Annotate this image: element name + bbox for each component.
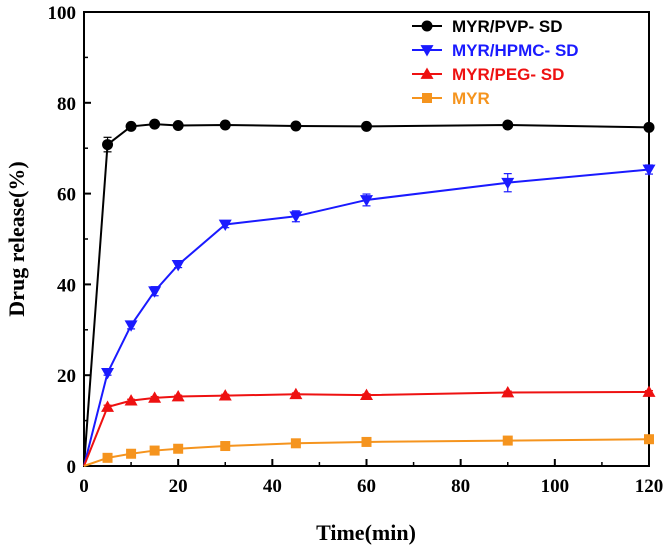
legend-marker xyxy=(420,45,434,57)
data-point xyxy=(172,120,184,131)
legend-marker xyxy=(421,20,433,32)
data-point xyxy=(125,120,137,132)
legend: MYR/PVP- SD MYR/HPMC- SD MYR/PEG- SD MYR xyxy=(412,17,579,108)
data-point xyxy=(290,438,301,449)
axis-ticks: 0 20 40 60 80 100 120 0 20 40 60 80 100 xyxy=(48,3,664,497)
data-point xyxy=(149,118,161,130)
data-point xyxy=(102,139,114,151)
legend-label: MYR xyxy=(452,89,490,108)
data-point xyxy=(218,389,232,401)
data-point xyxy=(148,391,162,403)
data-point xyxy=(502,119,514,131)
series-line xyxy=(83,390,650,467)
y-axis-title: Drug release(%) xyxy=(4,161,29,316)
y-tick-label: 80 xyxy=(57,94,76,115)
data-point xyxy=(126,448,137,459)
data-point xyxy=(101,400,115,412)
data-point xyxy=(173,443,184,454)
data-point xyxy=(642,164,656,177)
x-tick-label: 40 xyxy=(263,476,282,497)
data-point xyxy=(218,219,232,231)
y-tick-label: 60 xyxy=(57,185,76,206)
series-0 xyxy=(83,118,655,467)
data-point xyxy=(171,390,185,402)
data-point xyxy=(644,434,654,445)
series-line xyxy=(83,438,650,467)
data-point xyxy=(102,452,113,463)
x-tick-label: 120 xyxy=(635,476,664,497)
data-point xyxy=(360,388,373,401)
series-layer xyxy=(83,118,656,467)
data-point xyxy=(289,211,303,223)
series-3 xyxy=(83,434,654,467)
data-point xyxy=(124,320,138,332)
series-line xyxy=(83,123,650,467)
data-point xyxy=(171,260,185,272)
x-tick-label: 80 xyxy=(451,476,470,497)
x-tick-label: 100 xyxy=(541,476,570,497)
y-tick-label: 100 xyxy=(48,3,77,24)
legend-label: MYR/PVP- SD xyxy=(452,17,563,36)
x-tick-label: 60 xyxy=(357,476,376,497)
y-tick-label: 20 xyxy=(57,366,76,387)
data-point xyxy=(101,368,115,380)
data-point xyxy=(148,286,162,298)
series-line xyxy=(83,168,650,467)
series-2 xyxy=(83,385,656,467)
x-axis-title: Time(min) xyxy=(316,520,416,545)
data-point xyxy=(361,120,372,132)
data-point xyxy=(149,445,160,456)
legend-marker xyxy=(422,93,432,103)
x-tick-label: 20 xyxy=(169,476,188,497)
data-point xyxy=(219,119,231,131)
data-point xyxy=(643,121,655,133)
data-point xyxy=(290,120,302,132)
y-tick-label: 0 xyxy=(67,457,77,478)
data-point xyxy=(289,387,303,400)
data-point xyxy=(501,385,515,398)
data-point xyxy=(501,177,515,190)
data-point xyxy=(220,441,231,452)
data-point xyxy=(502,435,513,446)
legend-label: MYR/PEG- SD xyxy=(452,65,564,84)
data-point xyxy=(361,436,372,447)
y-tick-label: 40 xyxy=(57,275,76,296)
x-tick-label: 0 xyxy=(79,476,89,497)
data-point xyxy=(360,195,373,207)
data-point xyxy=(124,394,138,406)
legend-marker xyxy=(420,67,434,79)
data-point xyxy=(642,385,656,397)
series-1 xyxy=(83,164,656,467)
legend-label: MYR/HPMC- SD xyxy=(452,41,579,60)
